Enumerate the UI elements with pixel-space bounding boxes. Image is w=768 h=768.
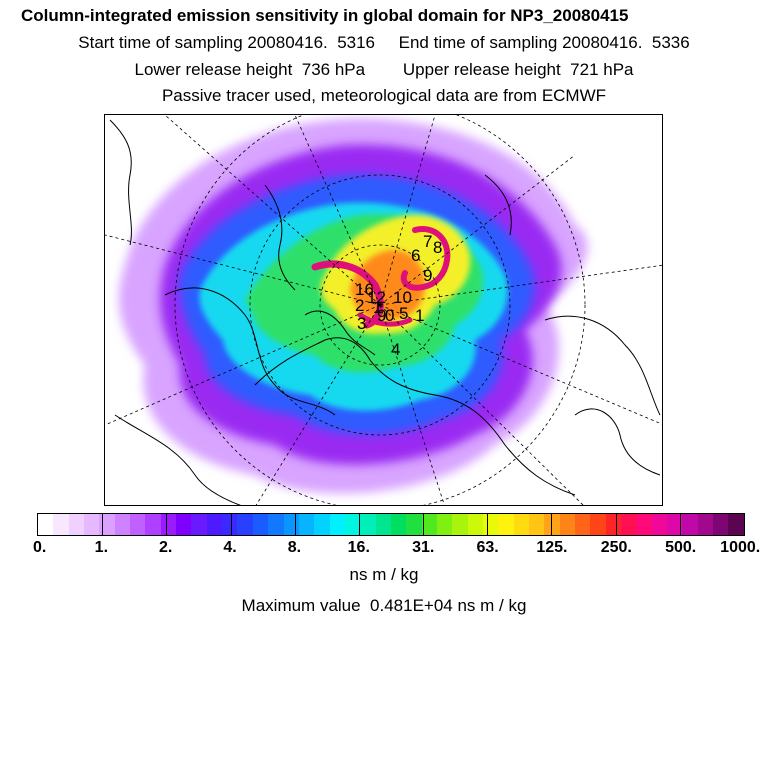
colorbar-tick-label: 1000.	[720, 539, 761, 556]
release-label: 8	[433, 238, 442, 257]
colorbar-tick-labels: 0. 1. 2. 4. 8. 16. 31. 63. 125. 250. 500. 1000.	[0, 537, 768, 561]
release-label: 3	[357, 314, 366, 333]
colorbar-tick-label: 125.	[536, 539, 568, 556]
colorbar-swatch	[651, 514, 668, 535]
colorbar-tick-label: 16.	[347, 539, 370, 556]
colorbar-swatch	[482, 514, 499, 535]
colorbar-tick-label: 63.	[476, 539, 499, 556]
colorbar-swatch	[621, 514, 637, 535]
colorbar-swatch	[191, 514, 207, 535]
release-label: 4	[391, 340, 400, 359]
release-label: 1	[373, 298, 382, 317]
colorbar-tick-label: 8.	[287, 539, 302, 556]
colorbar-swatch	[452, 514, 468, 535]
colorbar	[37, 513, 745, 536]
field-magenta-band-3	[357, 312, 413, 327]
colorbar-tick-label: 31.	[412, 539, 435, 556]
colorbar-swatch	[697, 514, 714, 535]
release-label: 12	[367, 288, 386, 307]
colorbar-swatch	[667, 514, 683, 535]
colorbar-swatch	[176, 514, 192, 535]
field-magenta-band-2	[400, 226, 451, 291]
release-label: 1	[415, 306, 424, 325]
colorbar-tick-label: 250.	[600, 539, 632, 556]
field-magenta-band-1	[311, 260, 384, 329]
colorbar-swatch	[636, 514, 652, 535]
colorbar-swatch	[436, 514, 453, 535]
release-label: 9	[423, 266, 432, 285]
colorbar-swatch	[406, 514, 422, 535]
colorbar-swatch	[375, 514, 391, 535]
colorbar-divider	[551, 514, 553, 535]
sensitivity-field	[119, 118, 588, 494]
release-label: 2	[355, 296, 364, 315]
colorbar-swatch	[682, 514, 698, 535]
colorbar-swatch	[160, 514, 177, 535]
field-orange	[350, 250, 426, 321]
colorbar-divider	[166, 514, 168, 535]
colorbar-swatch	[237, 514, 253, 535]
colorbar-swatch	[38, 514, 54, 535]
release-label: 5	[399, 304, 408, 323]
colorbar-divider	[487, 514, 489, 535]
colorbar-swatch	[498, 514, 514, 535]
plot-title: Column-integrated emission sensitivity i…	[21, 6, 629, 25]
colorbar-swatch	[329, 514, 345, 535]
colorbar-divider	[679, 514, 681, 535]
colorbar-swatch	[344, 514, 361, 535]
colorbar-divider	[423, 514, 425, 535]
tracer-info-line: Passive tracer used, meteorological data…	[161, 86, 607, 105]
release-label: 0	[385, 306, 394, 325]
colorbar-divider	[230, 514, 232, 535]
colorbar-swatch	[206, 514, 223, 535]
colorbar-swatch	[360, 514, 376, 535]
colorbar-swatch	[84, 514, 100, 535]
colorbar-swatch	[114, 514, 131, 535]
release-label: 7	[423, 232, 432, 251]
colorbar-swatch	[559, 514, 576, 535]
release-label: 10	[393, 288, 412, 307]
colorbar-divider	[615, 514, 617, 535]
colorbar-swatch	[421, 514, 437, 535]
colorbar-swatch	[314, 514, 330, 535]
colorbar-swatch	[605, 514, 622, 535]
release-height-line: Lower release height 736 hPa Upper relea…	[134, 60, 634, 79]
colorbar-swatch	[252, 514, 269, 535]
colorbar-swatch	[283, 514, 299, 535]
colorbar-units: ns m / kg	[349, 565, 419, 584]
colorbar-tick-label: 500.	[665, 539, 697, 556]
polar-sensitivity-map: 7 8 6 9 16 12 10 1 2 3 9 5 1 0 4	[104, 114, 663, 506]
colorbar-swatch	[53, 514, 69, 535]
coastlines	[109, 119, 661, 505]
colorbar-swatch	[130, 514, 146, 535]
colorbar-swatch	[390, 514, 407, 535]
colorbar-swatch	[467, 514, 483, 535]
colorbar-swatch	[68, 514, 85, 535]
release-label: 9	[377, 306, 386, 325]
colorbar-tick-label: 4.	[223, 539, 237, 556]
sampling-time-line: Start time of sampling 20080416. 5316 En…	[78, 33, 690, 52]
colorbar-swatch	[590, 514, 606, 535]
release-label: 6	[411, 246, 420, 265]
colorbar-swatch	[145, 514, 161, 535]
colorbar-divider	[294, 514, 296, 535]
colorbar-swatch	[99, 514, 115, 535]
colorbar-swatch	[713, 514, 729, 535]
colorbar-swatch	[728, 514, 744, 535]
colorbar-swatch	[513, 514, 529, 535]
colorbar-tick-label: 2.	[159, 539, 173, 556]
colorbar-swatch	[575, 514, 591, 535]
colorbar-swatch	[268, 514, 284, 535]
colorbar-tick-label: 0.	[32, 539, 47, 556]
colorbar-swatch	[298, 514, 315, 535]
release-label: 16	[355, 280, 374, 299]
colorbar-divider	[102, 514, 104, 535]
colorbar-tick-label: 1.	[94, 539, 109, 556]
colorbar-swatch	[529, 514, 545, 535]
colorbar-divider	[358, 514, 360, 535]
graticule	[105, 115, 662, 505]
maximum-value-text: Maximum value 0.481E+04 ns m / kg	[241, 596, 527, 615]
colorbar-swatch	[222, 514, 238, 535]
